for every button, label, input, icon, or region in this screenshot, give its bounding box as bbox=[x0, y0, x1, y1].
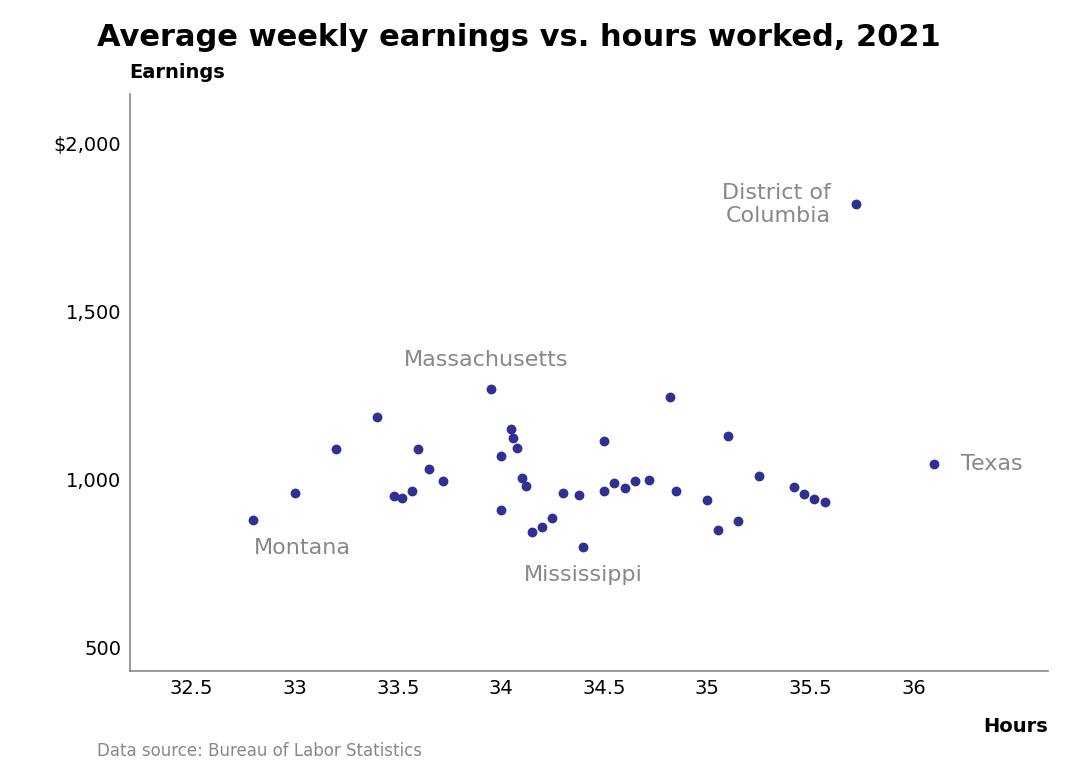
Point bbox=[492, 503, 510, 516]
Point bbox=[708, 523, 726, 536]
Point bbox=[926, 458, 943, 470]
Point bbox=[327, 443, 345, 456]
Text: Earnings: Earnings bbox=[130, 63, 226, 82]
Point bbox=[517, 480, 535, 492]
Point bbox=[661, 391, 678, 403]
Point bbox=[286, 487, 303, 499]
Point bbox=[640, 473, 658, 486]
Point bbox=[699, 494, 716, 506]
Point bbox=[544, 512, 562, 524]
Point bbox=[492, 450, 510, 463]
Point bbox=[523, 525, 540, 537]
Point bbox=[245, 513, 262, 526]
Point bbox=[785, 480, 802, 493]
Point bbox=[570, 488, 588, 501]
Point bbox=[816, 496, 834, 509]
Point bbox=[504, 431, 522, 444]
Point bbox=[796, 488, 813, 500]
Point bbox=[554, 487, 571, 499]
Text: Data source: Bureau of Labor Statistics: Data source: Bureau of Labor Statistics bbox=[97, 743, 422, 760]
Text: District of
Columbia: District of Columbia bbox=[723, 183, 831, 226]
Point bbox=[409, 443, 427, 456]
Point bbox=[502, 423, 519, 435]
Point bbox=[534, 520, 551, 533]
Point bbox=[616, 482, 633, 495]
Point bbox=[513, 472, 530, 484]
Point bbox=[434, 475, 451, 488]
Point bbox=[393, 491, 410, 504]
Text: Montana: Montana bbox=[254, 538, 350, 558]
Point bbox=[420, 463, 437, 476]
Point bbox=[575, 541, 592, 553]
Point bbox=[667, 485, 685, 498]
Point bbox=[719, 430, 737, 442]
Point bbox=[482, 383, 499, 395]
Point bbox=[751, 470, 768, 482]
Point bbox=[606, 477, 623, 489]
Point bbox=[384, 490, 402, 502]
Text: Mississippi: Mississippi bbox=[524, 565, 643, 585]
Point bbox=[509, 441, 526, 454]
Point bbox=[368, 411, 386, 424]
Text: Average weekly earnings vs. hours worked, 2021: Average weekly earnings vs. hours worked… bbox=[97, 23, 941, 52]
Point bbox=[806, 493, 823, 505]
Point bbox=[847, 198, 864, 211]
Point bbox=[729, 516, 746, 528]
Point bbox=[595, 434, 612, 447]
Point bbox=[404, 485, 421, 498]
Text: Hours: Hours bbox=[983, 717, 1048, 736]
Text: Texas: Texas bbox=[961, 455, 1023, 474]
Point bbox=[595, 485, 612, 498]
Point bbox=[626, 475, 644, 488]
Text: Massachusetts: Massachusetts bbox=[404, 350, 569, 370]
